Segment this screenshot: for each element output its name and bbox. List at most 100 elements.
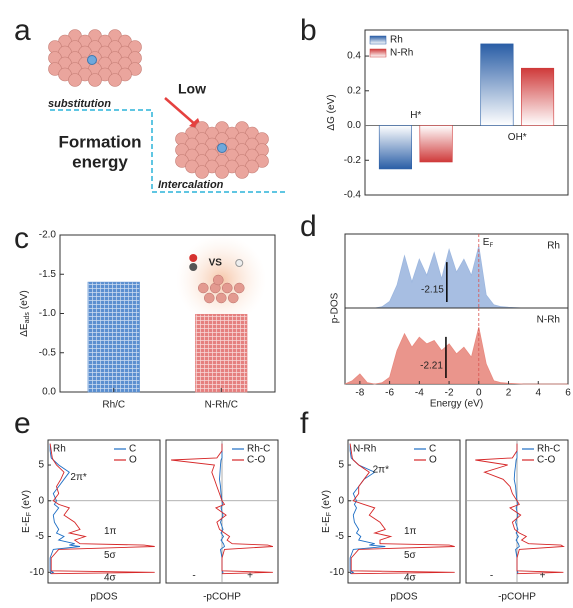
arrow-label: Low — [178, 81, 206, 97]
y-tick-label: -2.0 — [39, 230, 57, 241]
bar — [195, 313, 248, 393]
series-line — [349, 443, 455, 575]
panel-label: f — [300, 407, 309, 440]
y-tick-label: 0 — [38, 495, 44, 506]
substitution-label: substitution — [48, 98, 111, 110]
y-tick-label: -1.0 — [39, 308, 57, 319]
diagram-title: energy — [72, 152, 128, 171]
y-axis-label-sub: ads — [24, 312, 31, 324]
y-tick-label: 0.0 — [347, 120, 361, 131]
bar — [87, 281, 140, 393]
x-tick-label: 0 — [476, 388, 482, 399]
inset-atom — [189, 254, 198, 262]
category-label: H* — [410, 110, 421, 121]
x-tick-label: 4 — [535, 388, 541, 399]
y-tick-label: 0 — [338, 495, 344, 506]
side-label: - — [192, 571, 195, 582]
atom — [235, 165, 249, 179]
y-axis-label-text: ΔG (eV) — [326, 94, 337, 130]
atom — [195, 165, 209, 179]
legend-label: C-O — [537, 455, 556, 466]
dashed-guide — [50, 109, 288, 193]
dopant-atom — [87, 55, 97, 65]
inset-label: VS — [209, 258, 223, 269]
atom — [215, 165, 229, 179]
orbital-label: 2π* — [373, 465, 389, 476]
atom — [88, 73, 102, 87]
intercalation-label: Intercalation — [158, 179, 224, 191]
y-axis-label-text: E-E — [21, 516, 32, 533]
panel-label: d — [300, 210, 317, 243]
series-line — [49, 443, 155, 575]
y-tick-label: -10 — [330, 567, 345, 578]
bar — [521, 67, 555, 126]
orbital-label: 5σ — [404, 550, 417, 561]
arrow-shaft — [164, 97, 198, 127]
legend-label: Rh-C — [247, 444, 270, 455]
inset-atom — [234, 282, 245, 294]
orbital-label: 4σ — [104, 573, 117, 584]
fermi-label-text: E — [483, 237, 490, 248]
inset-atom — [198, 282, 209, 294]
orbital-label: 1π — [104, 526, 117, 537]
inset-atom — [189, 263, 198, 271]
legend-swatch — [369, 35, 387, 45]
series-line — [349, 443, 386, 575]
y-axis-label: E-EF (eV) — [321, 490, 334, 533]
area-fill — [345, 327, 568, 384]
x-tick-label: -4 — [415, 388, 424, 399]
orbital-label: 2π* — [70, 472, 86, 483]
y-axis-label-sub: F — [326, 512, 333, 516]
x-tick-label: 2 — [506, 388, 512, 399]
y-axis-label: ΔG (eV) — [326, 94, 337, 130]
area-outline — [344, 327, 568, 385]
bar — [419, 125, 453, 163]
x-tick-label: -2 — [445, 388, 454, 399]
series-line — [475, 443, 565, 575]
y-axis-label: E-EF (eV) — [21, 490, 34, 533]
y-tick-label: -1.5 — [39, 269, 57, 280]
orbital-label: 4σ — [404, 573, 417, 584]
panel-label: e — [14, 407, 31, 440]
y-tick-label: -5 — [35, 531, 44, 542]
legend-label: Rh-C — [537, 444, 560, 455]
panel-label: a — [14, 14, 31, 47]
plot-frame — [364, 29, 569, 196]
y-tick-label: -10 — [30, 567, 45, 578]
d-band-label: -2.15 — [421, 285, 444, 296]
y-axis-label: p-DOS — [330, 292, 341, 323]
legend-label: Rh — [390, 35, 403, 46]
x-axis-label: -pCOHP — [203, 592, 241, 603]
category-label: OH* — [508, 132, 527, 143]
panel-label: c — [14, 222, 29, 255]
side-label: + — [540, 571, 546, 582]
diagram-title: Formation — [58, 132, 141, 151]
y-axis-label-unit: (eV) — [321, 490, 332, 509]
y-tick-label: -0.4 — [344, 190, 362, 201]
y-tick-label: 0.4 — [347, 51, 361, 62]
y-tick-label: 5 — [38, 460, 44, 471]
fermi-label: EF — [483, 237, 494, 249]
area-fill — [345, 246, 568, 308]
clusters — [48, 29, 269, 179]
subplot-label: Rh — [53, 444, 66, 455]
x-axis-label: pDOS — [390, 592, 418, 603]
x-tick-label: N-Rh/C — [205, 400, 238, 411]
y-axis-label: ΔEads (eV) — [19, 290, 32, 337]
x-tick-label: Rh/C — [102, 400, 125, 411]
atom — [108, 73, 122, 87]
legend-swatch — [369, 48, 387, 58]
plot-frame — [347, 439, 461, 584]
x-axis-label: pDOS — [90, 592, 118, 603]
inset-atom — [222, 282, 233, 294]
y-axis-label-text: ΔE — [19, 323, 30, 337]
inset-atom — [213, 274, 224, 286]
side-label: + — [247, 571, 253, 582]
series-line — [49, 443, 81, 575]
series-line — [171, 443, 274, 575]
y-tick-label: 0.0 — [42, 387, 56, 398]
side-label: - — [490, 571, 493, 582]
subplot-label: N-Rh — [537, 315, 560, 326]
legend-label: N-Rh — [390, 48, 413, 59]
orbital-label: 1π — [404, 526, 417, 537]
